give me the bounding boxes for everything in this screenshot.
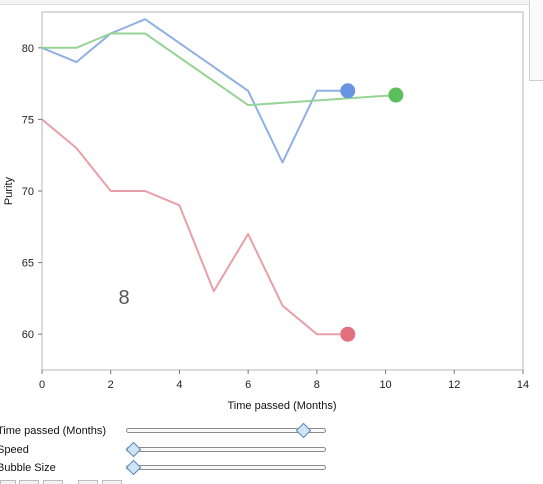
bubbles: [340, 83, 404, 342]
y-axis-title: Purity: [3, 176, 15, 205]
bubble-size-slider-row: Bubble Size: [0, 459, 340, 476]
frame-label: 8: [118, 287, 129, 309]
x-tick-label: 0: [39, 379, 45, 391]
x-axis-title: Time passed (Months): [227, 400, 336, 412]
bubble-plot: 0 2 4 6 8 10 12 14 60 65 70 75 80 8 Time passed (Mo…: [3, 11, 529, 412]
y-axis: 60 65 70 75 80: [22, 43, 42, 341]
speed-thumb[interactable]: [125, 441, 142, 458]
x-axis: 0 2 4 6 8 10 12 14: [39, 370, 529, 391]
playback-button[interactable]: [0, 480, 16, 484]
y-tick-label: 75: [22, 114, 34, 126]
x-tick-label: 10: [379, 379, 391, 391]
x-tick-label: 14: [517, 379, 529, 391]
y-tick-label: 70: [22, 186, 34, 198]
x-tick-label: 2: [108, 379, 114, 391]
series-bubble: [340, 326, 356, 342]
series-bubble: [340, 83, 356, 99]
playback-button[interactable]: [78, 480, 98, 484]
speed-slider[interactable]: [125, 441, 326, 458]
series-lines: [41, 18, 396, 336]
side-panel-edge: [529, 0, 543, 81]
playback-button[interactable]: [102, 480, 122, 484]
y-tick-label: 60: [22, 329, 34, 341]
x-tick-label: 6: [245, 379, 251, 391]
playback-buttons: [0, 480, 140, 484]
speed-slider-row: Speed: [0, 441, 340, 458]
bubble-size-label: Bubble Size: [0, 462, 56, 474]
speed-label: Speed: [0, 444, 29, 456]
y-tick-label: 65: [22, 258, 34, 270]
playback-button[interactable]: [43, 480, 63, 484]
bubble-size-slider[interactable]: [125, 459, 326, 476]
bubble-size-thumb[interactable]: [125, 459, 142, 476]
x-tick-label: 4: [176, 379, 182, 391]
time-passed-label: Time passed (Months): [0, 425, 107, 437]
series-line: [42, 32, 396, 107]
time-passed-slider-row: Time passed (Months): [0, 422, 340, 439]
series-bubble: [388, 87, 404, 103]
x-tick-label: 8: [314, 379, 320, 391]
playback-button[interactable]: [19, 480, 39, 484]
x-tick-label: 12: [448, 379, 460, 391]
y-tick-label: 80: [22, 43, 34, 55]
series-line: [41, 118, 352, 336]
top-toolbar-strip: [0, 0, 543, 5]
series-line: [41, 18, 352, 164]
time-passed-thumb[interactable]: [295, 422, 312, 439]
time-passed-slider[interactable]: [126, 422, 326, 439]
